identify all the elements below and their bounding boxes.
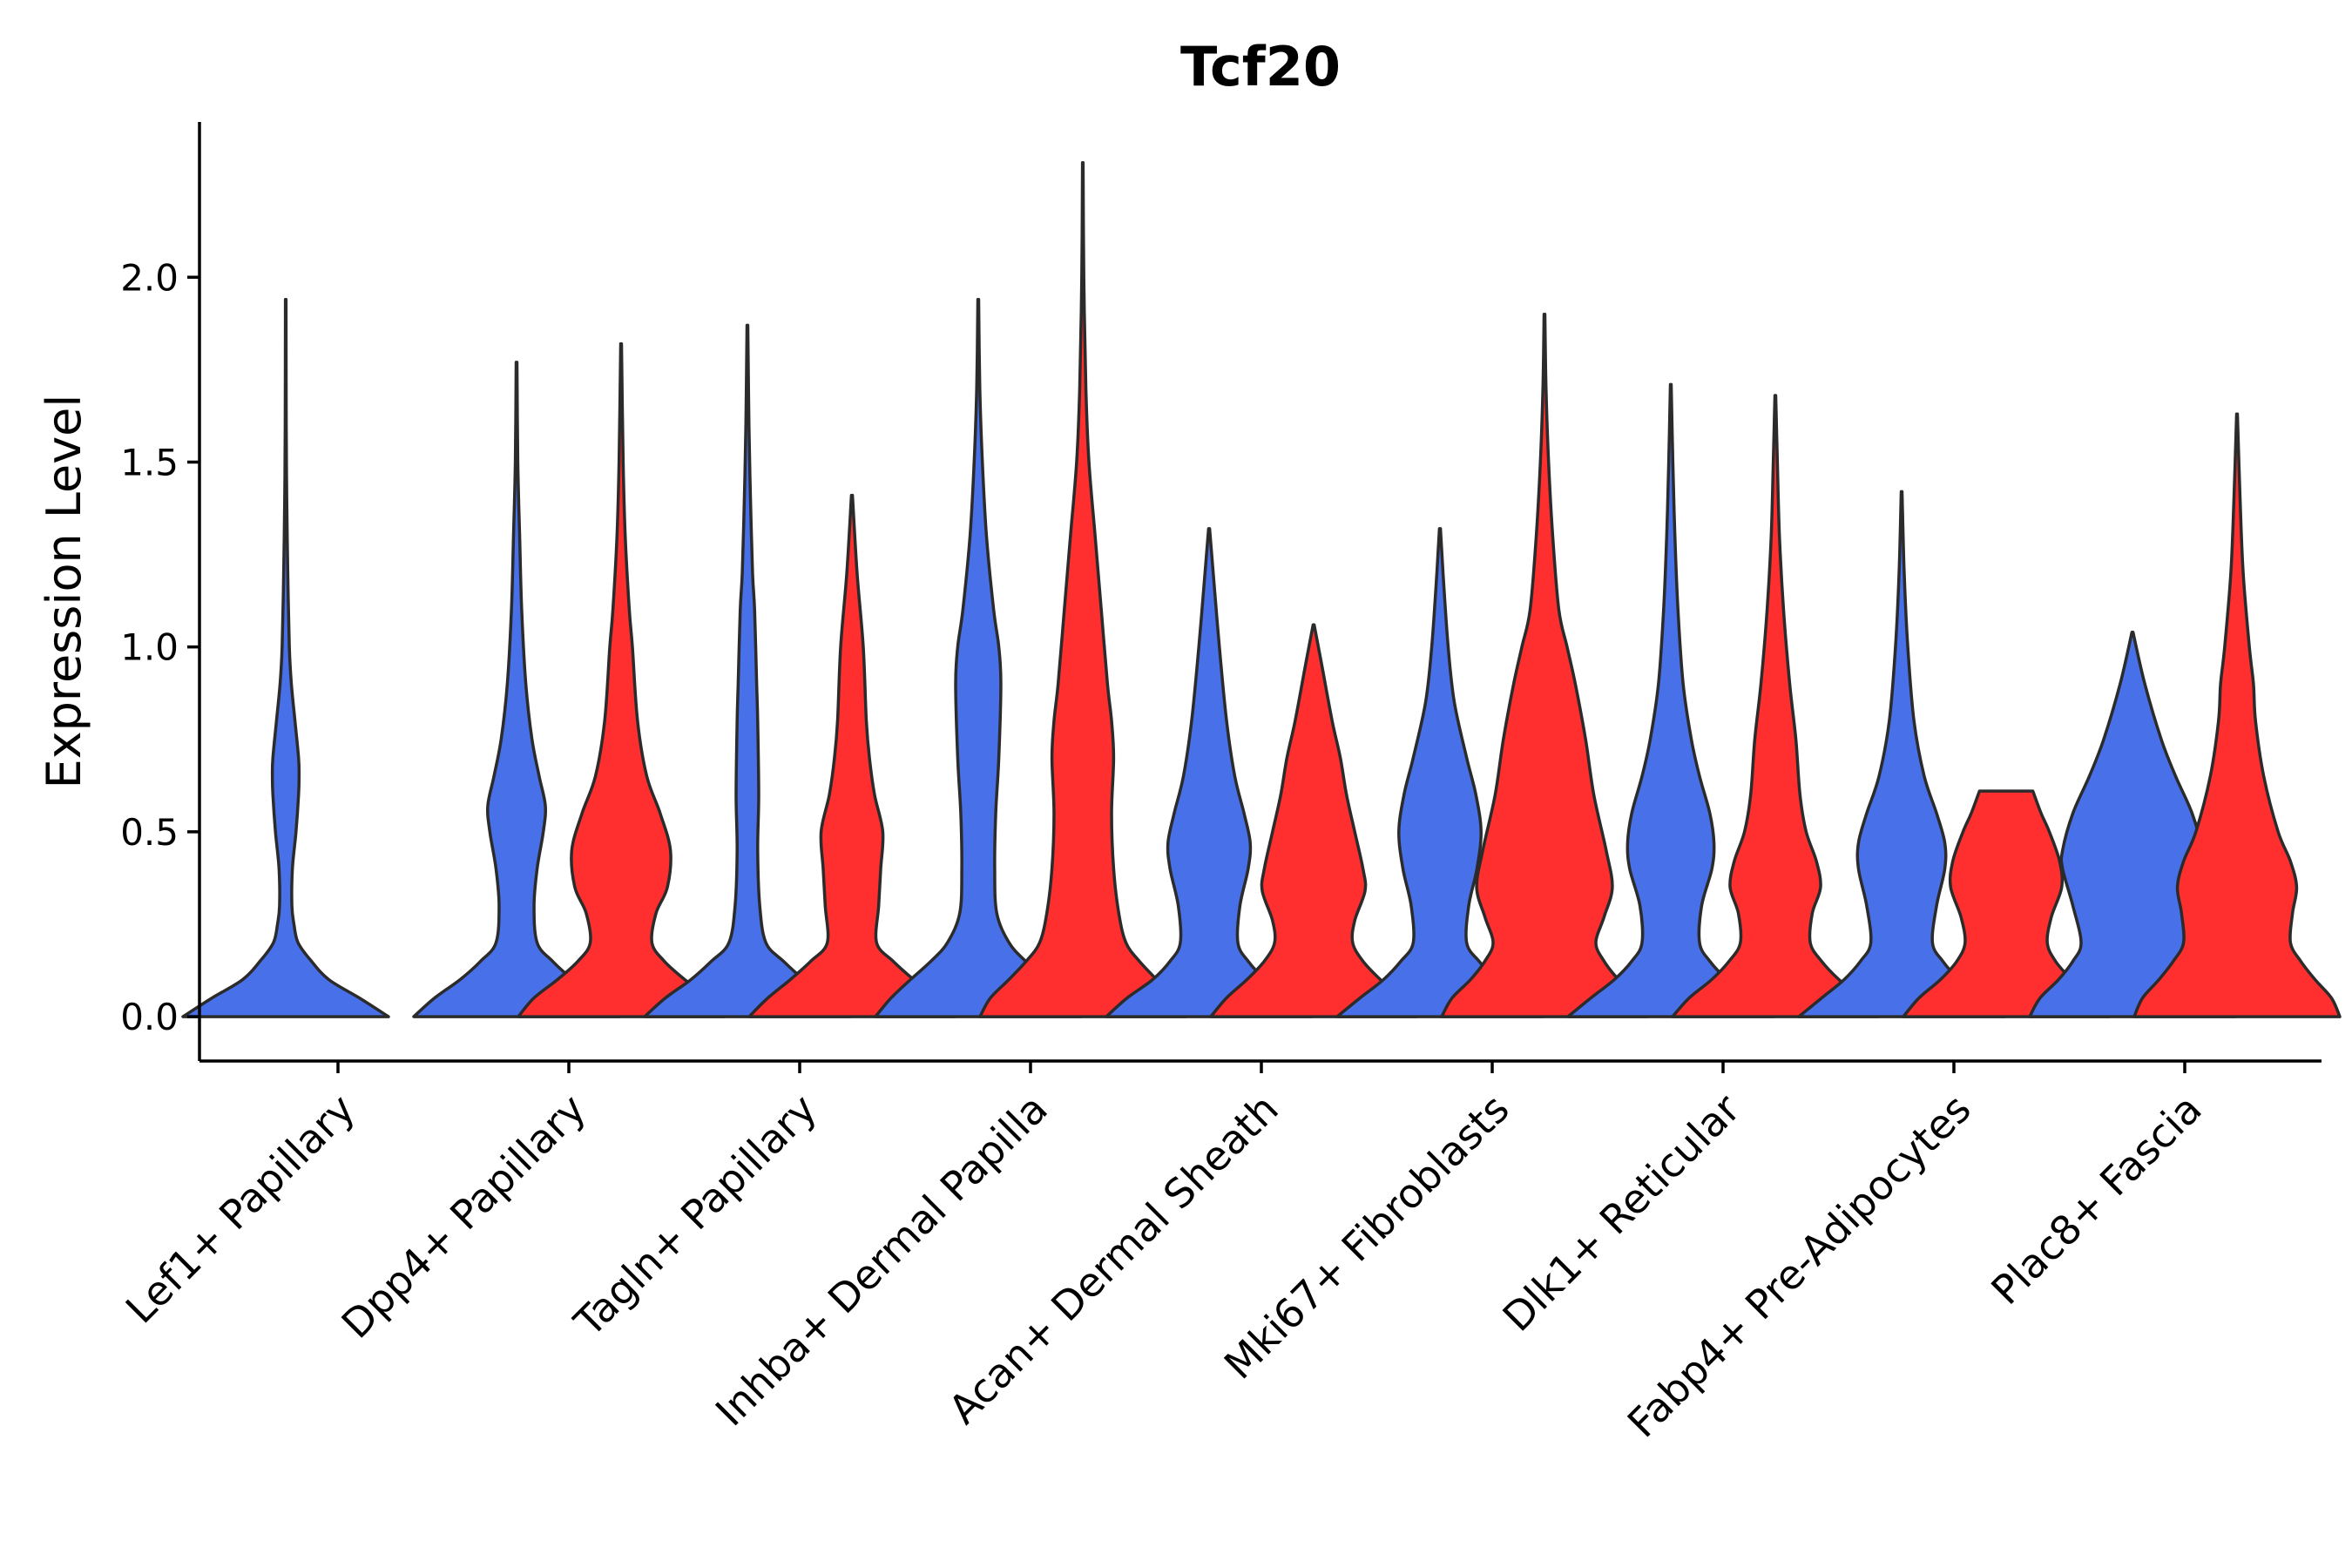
violin-red-7 — [1902, 789, 2111, 1018]
violin-blue-3 — [874, 297, 1083, 1018]
y-tick-label: 0.0 — [120, 996, 179, 1038]
violin-red-1 — [517, 341, 726, 1018]
chart-title: Tcf20 — [1180, 35, 1341, 98]
x-category-label: Tagln+ Papillary — [564, 1085, 826, 1347]
violin-blue-1 — [412, 361, 621, 1018]
violin-blue-4 — [1105, 527, 1314, 1018]
violin-red-6 — [1671, 394, 1880, 1018]
violin-blue-5 — [1335, 527, 1544, 1018]
violin-blue-0 — [181, 297, 390, 1018]
x-category-label: Dpp4+ Papillary — [333, 1085, 595, 1348]
violin-red-4 — [1209, 623, 1418, 1018]
violin-red-2 — [747, 493, 956, 1018]
y-tick-label: 1.0 — [120, 626, 179, 669]
violin-blue-6 — [1566, 382, 1775, 1018]
x-category-label: Plac8+ Fascia — [1982, 1085, 2210, 1314]
x-category-label: Dlk1+ Reticular — [1494, 1085, 1749, 1341]
x-category-label: Lef1+ Papillary — [117, 1085, 364, 1333]
y-tick-label: 0.5 — [120, 811, 179, 854]
violins-layer — [181, 160, 2342, 1018]
violin-blue-2 — [643, 323, 852, 1018]
y-tick-label: 1.5 — [120, 441, 179, 483]
violin-blue-7 — [1797, 490, 2006, 1018]
y-tick-label: 2.0 — [120, 256, 179, 299]
y-axis-label: Expression Level — [37, 395, 91, 789]
violin-red-3 — [978, 160, 1187, 1018]
violin-red-8 — [2132, 412, 2342, 1018]
violin-red-5 — [1440, 312, 1649, 1018]
